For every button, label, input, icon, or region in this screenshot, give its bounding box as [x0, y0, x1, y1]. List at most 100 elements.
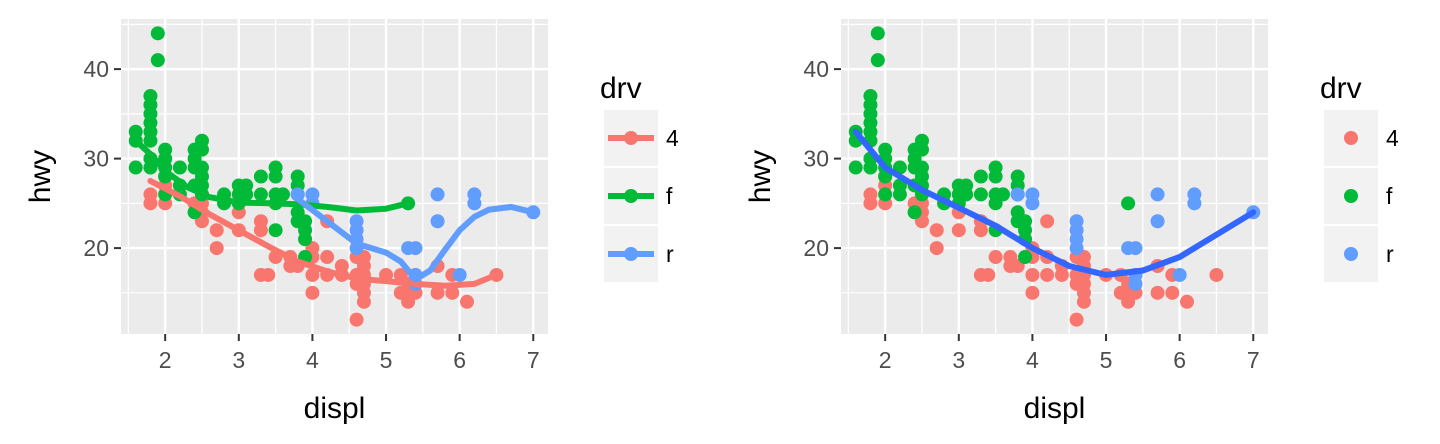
x-tick-label: 7 — [527, 347, 540, 373]
data-point-4 — [305, 286, 319, 300]
data-point-f — [1018, 250, 1032, 264]
data-point-4 — [210, 241, 224, 255]
legend-label: 4 — [666, 125, 679, 151]
data-point-f — [173, 161, 187, 175]
data-point-4 — [1077, 295, 1091, 309]
data-point-r — [1128, 241, 1142, 255]
data-point-f — [849, 161, 863, 175]
data-point-r — [431, 187, 445, 201]
plot-background — [121, 19, 548, 334]
data-point-f — [959, 187, 973, 201]
data-point-f — [151, 53, 165, 67]
data-point-r — [1070, 241, 1084, 255]
x-tick-label: 2 — [159, 347, 172, 373]
data-point-r — [1151, 214, 1165, 228]
data-point-4 — [930, 223, 944, 237]
y-tick-label: 20 — [803, 235, 829, 261]
legend-key-point — [624, 247, 638, 261]
x-tick-label: 2 — [879, 347, 892, 373]
x-axis-title: displ — [1024, 392, 1086, 425]
data-point-4 — [261, 268, 275, 282]
y-tick-label: 40 — [83, 56, 109, 82]
data-point-f — [893, 187, 907, 201]
data-point-r — [1187, 196, 1201, 210]
legend-label: r — [1386, 241, 1394, 267]
data-point-4 — [460, 295, 474, 309]
data-point-4 — [930, 241, 944, 255]
legend-key-point — [624, 131, 638, 145]
data-point-f — [276, 187, 290, 201]
legend-key-point — [1344, 247, 1358, 261]
data-point-f — [908, 205, 922, 219]
data-point-4 — [981, 268, 995, 282]
legend-title: drv — [1320, 72, 1362, 105]
data-point-r — [431, 214, 445, 228]
data-point-f — [878, 187, 892, 201]
x-tick-label: 3 — [952, 347, 965, 373]
data-point-f — [974, 187, 988, 201]
data-point-r — [1025, 196, 1039, 210]
data-point-4 — [1070, 313, 1084, 327]
data-point-4 — [1040, 268, 1054, 282]
data-point-f — [254, 170, 268, 184]
data-point-f — [915, 143, 929, 157]
legend-key-point — [1344, 189, 1358, 203]
data-point-f — [989, 170, 1003, 184]
data-point-f — [239, 187, 253, 201]
y-tick-label: 30 — [803, 146, 829, 172]
data-point-f — [871, 53, 885, 67]
data-point-4 — [357, 295, 371, 309]
data-point-f — [151, 26, 165, 40]
legend-label: f — [1386, 183, 1393, 209]
data-point-4 — [1025, 268, 1039, 282]
data-point-4 — [863, 196, 877, 210]
data-point-4 — [1151, 286, 1165, 300]
x-tick-label: 4 — [306, 347, 319, 373]
data-point-f — [269, 223, 283, 237]
data-point-r — [467, 196, 481, 210]
x-axis-title: displ — [304, 392, 366, 425]
data-point-r — [1173, 268, 1187, 282]
y-axis-title: hwy — [744, 150, 777, 203]
data-point-f — [298, 232, 312, 246]
data-point-f — [254, 187, 268, 201]
data-point-4 — [320, 250, 334, 264]
data-point-r — [1011, 187, 1025, 201]
data-point-f — [129, 161, 143, 175]
y-axis-title: hwy — [24, 150, 57, 203]
x-tick-label: 7 — [1247, 347, 1260, 373]
legend-label: 4 — [1386, 125, 1399, 151]
y-tick-label: 20 — [83, 235, 109, 261]
data-point-4 — [210, 223, 224, 237]
data-point-4 — [1040, 214, 1054, 228]
data-point-r — [453, 268, 467, 282]
x-tick-label: 6 — [453, 347, 466, 373]
x-tick-label: 6 — [1173, 347, 1186, 373]
data-point-f — [195, 143, 209, 157]
x-tick-label: 5 — [380, 347, 393, 373]
data-point-f — [996, 187, 1010, 201]
data-point-f — [871, 26, 885, 40]
data-point-4 — [1165, 286, 1179, 300]
legend-label: f — [666, 183, 673, 209]
y-tick-label: 40 — [803, 56, 829, 82]
legend-key-point — [624, 189, 638, 203]
legend-label: r — [666, 241, 674, 267]
data-point-f — [269, 170, 283, 184]
data-point-f — [1121, 196, 1135, 210]
legend-key-point — [1344, 131, 1358, 145]
data-point-4 — [1025, 286, 1039, 300]
data-point-4 — [1209, 268, 1223, 282]
data-point-f — [863, 161, 877, 175]
data-point-4 — [1180, 295, 1194, 309]
legend-title: drv — [600, 72, 642, 105]
data-point-r — [1151, 187, 1165, 201]
y-tick-label: 30 — [83, 146, 109, 172]
data-point-r — [1128, 277, 1142, 291]
data-point-f — [974, 170, 988, 184]
x-tick-label: 4 — [1026, 347, 1039, 373]
data-point-4 — [143, 196, 157, 210]
data-point-4 — [974, 223, 988, 237]
data-point-r — [408, 241, 422, 255]
